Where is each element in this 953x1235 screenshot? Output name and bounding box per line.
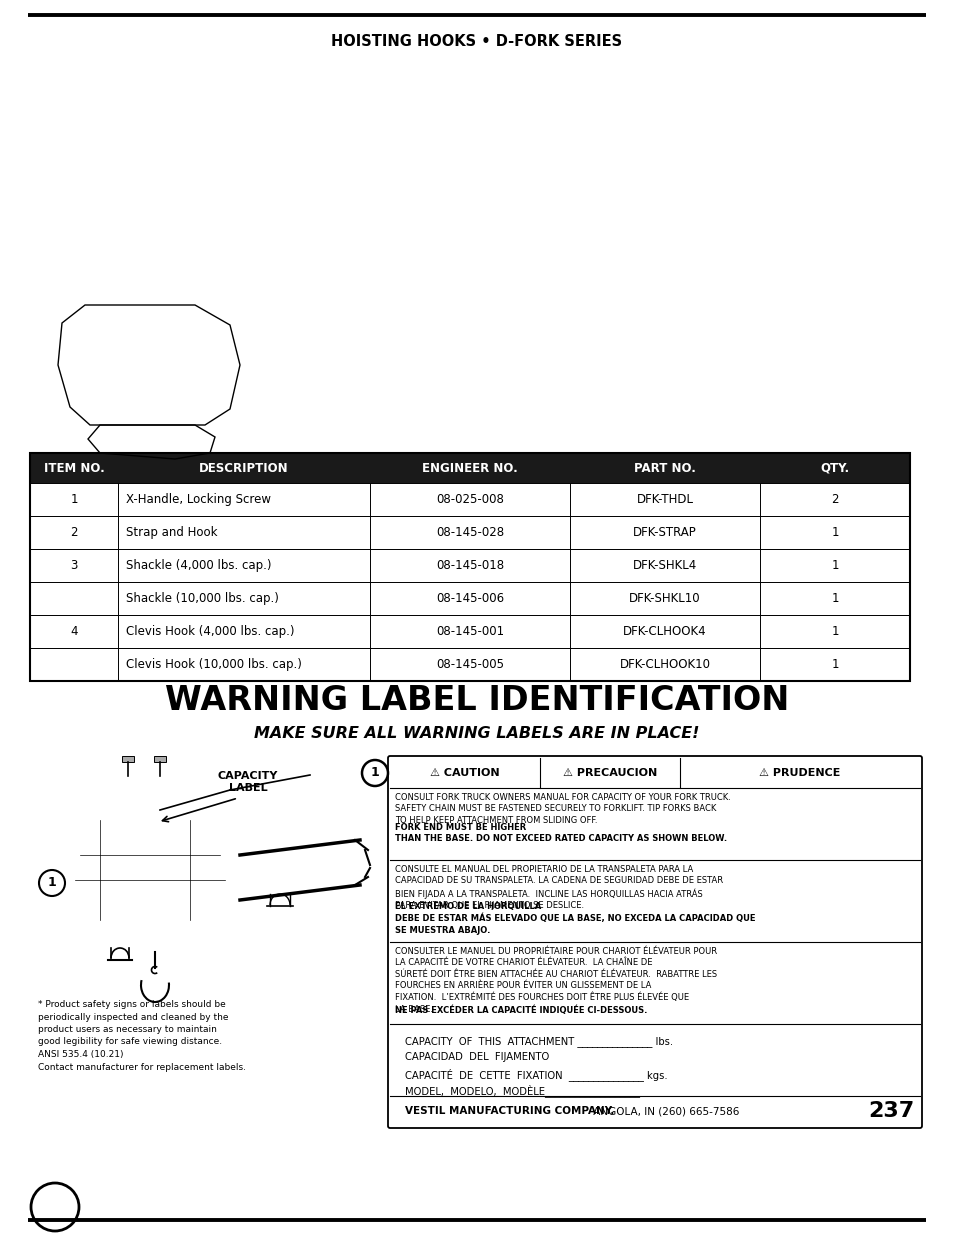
- Text: 1: 1: [830, 526, 838, 538]
- Text: 1: 1: [48, 877, 56, 889]
- Text: NE PAS EXCÉDER LA CAPACITÉ INDIQUÉE CI-DESSOUS.: NE PAS EXCÉDER LA CAPACITÉ INDIQUÉE CI-D…: [395, 1005, 647, 1014]
- Text: 1: 1: [830, 658, 838, 671]
- Bar: [30, 582, 909, 615]
- Text: 1: 1: [830, 592, 838, 605]
- Text: 2: 2: [71, 526, 77, 538]
- Text: CAPACITY  OF  THIS  ATTACHMENT _______________ lbs.: CAPACITY OF THIS ATTACHMENT ____________…: [405, 1036, 673, 1047]
- Text: ENGINEER NO.: ENGINEER NO.: [421, 462, 517, 474]
- Text: DFK-SHKL10: DFK-SHKL10: [629, 592, 700, 605]
- Text: ANGOLA, IN (260) 665-7586: ANGOLA, IN (260) 665-7586: [589, 1107, 739, 1116]
- Text: 3: 3: [71, 559, 77, 572]
- Text: Clevis Hook (10,000 lbs. cap.): Clevis Hook (10,000 lbs. cap.): [126, 658, 301, 671]
- Text: 1: 1: [71, 493, 77, 506]
- Text: Clevis Hook (4,000 lbs. cap.): Clevis Hook (4,000 lbs. cap.): [126, 625, 294, 638]
- Text: DESCRIPTION: DESCRIPTION: [199, 462, 289, 474]
- Bar: [30, 453, 909, 483]
- Text: CAPACIDAD  DEL  FIJAMENTO: CAPACIDAD DEL FIJAMENTO: [405, 1052, 549, 1062]
- Bar: [30, 615, 909, 648]
- Text: Shackle (10,000 lbs. cap.): Shackle (10,000 lbs. cap.): [126, 592, 278, 605]
- Text: ITEM NO.: ITEM NO.: [44, 462, 104, 474]
- Text: DFK-CLHOOK10: DFK-CLHOOK10: [618, 658, 710, 671]
- Text: WARNING LABEL IDENTIFICATION: WARNING LABEL IDENTIFICATION: [165, 683, 788, 716]
- Text: 237: 237: [868, 1100, 914, 1121]
- Bar: [30, 550, 909, 582]
- Text: * Product safety signs or labels should be
periodically inspected and cleaned by: * Product safety signs or labels should …: [38, 1000, 246, 1072]
- Text: Shackle (4,000 lbs. cap.): Shackle (4,000 lbs. cap.): [126, 559, 272, 572]
- Text: CONSULT FORK TRUCK OWNERS MANUAL FOR CAPACITY OF YOUR FORK TRUCK.
SAFETY CHAIN M: CONSULT FORK TRUCK OWNERS MANUAL FOR CAP…: [395, 793, 730, 825]
- Text: MODEL,  MODELO,  MODÈLE___________________: MODEL, MODELO, MODÈLE___________________: [405, 1084, 639, 1097]
- Text: 08-025-008: 08-025-008: [436, 493, 503, 506]
- Text: HOISTING HOOKS • D-FORK SERIES: HOISTING HOOKS • D-FORK SERIES: [331, 35, 622, 49]
- Text: 08-145-005: 08-145-005: [436, 658, 503, 671]
- Text: Strap and Hook: Strap and Hook: [126, 526, 217, 538]
- Text: 1: 1: [370, 767, 379, 779]
- Text: ⚠ PRUDENCE: ⚠ PRUDENCE: [759, 768, 840, 778]
- Text: ⚠ CAUTION: ⚠ CAUTION: [430, 768, 499, 778]
- Text: 1: 1: [830, 559, 838, 572]
- Text: 2: 2: [830, 493, 838, 506]
- Text: CONSULTER LE MANUEL DU PROPRIÉTAIRE POUR CHARIOT ÉLÉVATEUR POUR
LA CAPACITÉ DE V: CONSULTER LE MANUEL DU PROPRIÉTAIRE POUR…: [395, 947, 717, 1014]
- Text: EL EXTREMO DE LA HORQUILLA
DEBE DE ESTAR MÁS ELEVADO QUE LA BASE, NO EXCEDA LA C: EL EXTREMO DE LA HORQUILLA DEBE DE ESTAR…: [395, 902, 755, 935]
- Text: CAPACITÉ  DE  CETTE  FIXATION  _______________ kgs.: CAPACITÉ DE CETTE FIXATION _____________…: [405, 1068, 667, 1081]
- Bar: [153, 756, 166, 762]
- Text: X-Handle, Locking Screw: X-Handle, Locking Screw: [126, 493, 271, 506]
- Text: DFK-CLHOOK4: DFK-CLHOOK4: [622, 625, 706, 638]
- Text: FORK END MUST BE HIGHER
THAN THE BASE. DO NOT EXCEED RATED CAPACITY AS SHOWN BEL: FORK END MUST BE HIGHER THAN THE BASE. D…: [395, 823, 726, 844]
- Text: 1: 1: [830, 625, 838, 638]
- Text: DFK-STRAP: DFK-STRAP: [633, 526, 696, 538]
- Text: QTY.: QTY.: [820, 462, 849, 474]
- Text: 08-145-018: 08-145-018: [436, 559, 503, 572]
- Bar: [30, 483, 909, 516]
- Text: DFK-THDL: DFK-THDL: [636, 493, 693, 506]
- Text: 08-145-006: 08-145-006: [436, 592, 503, 605]
- Text: 08-145-001: 08-145-001: [436, 625, 503, 638]
- Text: CAPACITY
LABEL: CAPACITY LABEL: [217, 772, 278, 793]
- Text: CONSULTE EL MANUAL DEL PROPIETARIO DE LA TRANSPALETA PARA LA
CAPACIDAD DE SU TRA: CONSULTE EL MANUAL DEL PROPIETARIO DE LA…: [395, 864, 722, 910]
- Bar: [122, 756, 133, 762]
- Text: 08-145-028: 08-145-028: [436, 526, 503, 538]
- Text: VESTIL MANUFACTURING COMPANY.: VESTIL MANUFACTURING COMPANY.: [405, 1107, 614, 1116]
- FancyBboxPatch shape: [388, 756, 921, 1128]
- Text: 4: 4: [71, 625, 77, 638]
- Bar: [30, 648, 909, 680]
- Text: ⚠ PRECAUCION: ⚠ PRECAUCION: [562, 768, 657, 778]
- Text: PART NO.: PART NO.: [634, 462, 695, 474]
- Bar: [30, 453, 909, 680]
- Text: DFK-SHKL4: DFK-SHKL4: [632, 559, 697, 572]
- Text: MAKE SURE ALL WARNING LABELS ARE IN PLACE!: MAKE SURE ALL WARNING LABELS ARE IN PLAC…: [254, 725, 699, 741]
- Bar: [30, 516, 909, 550]
